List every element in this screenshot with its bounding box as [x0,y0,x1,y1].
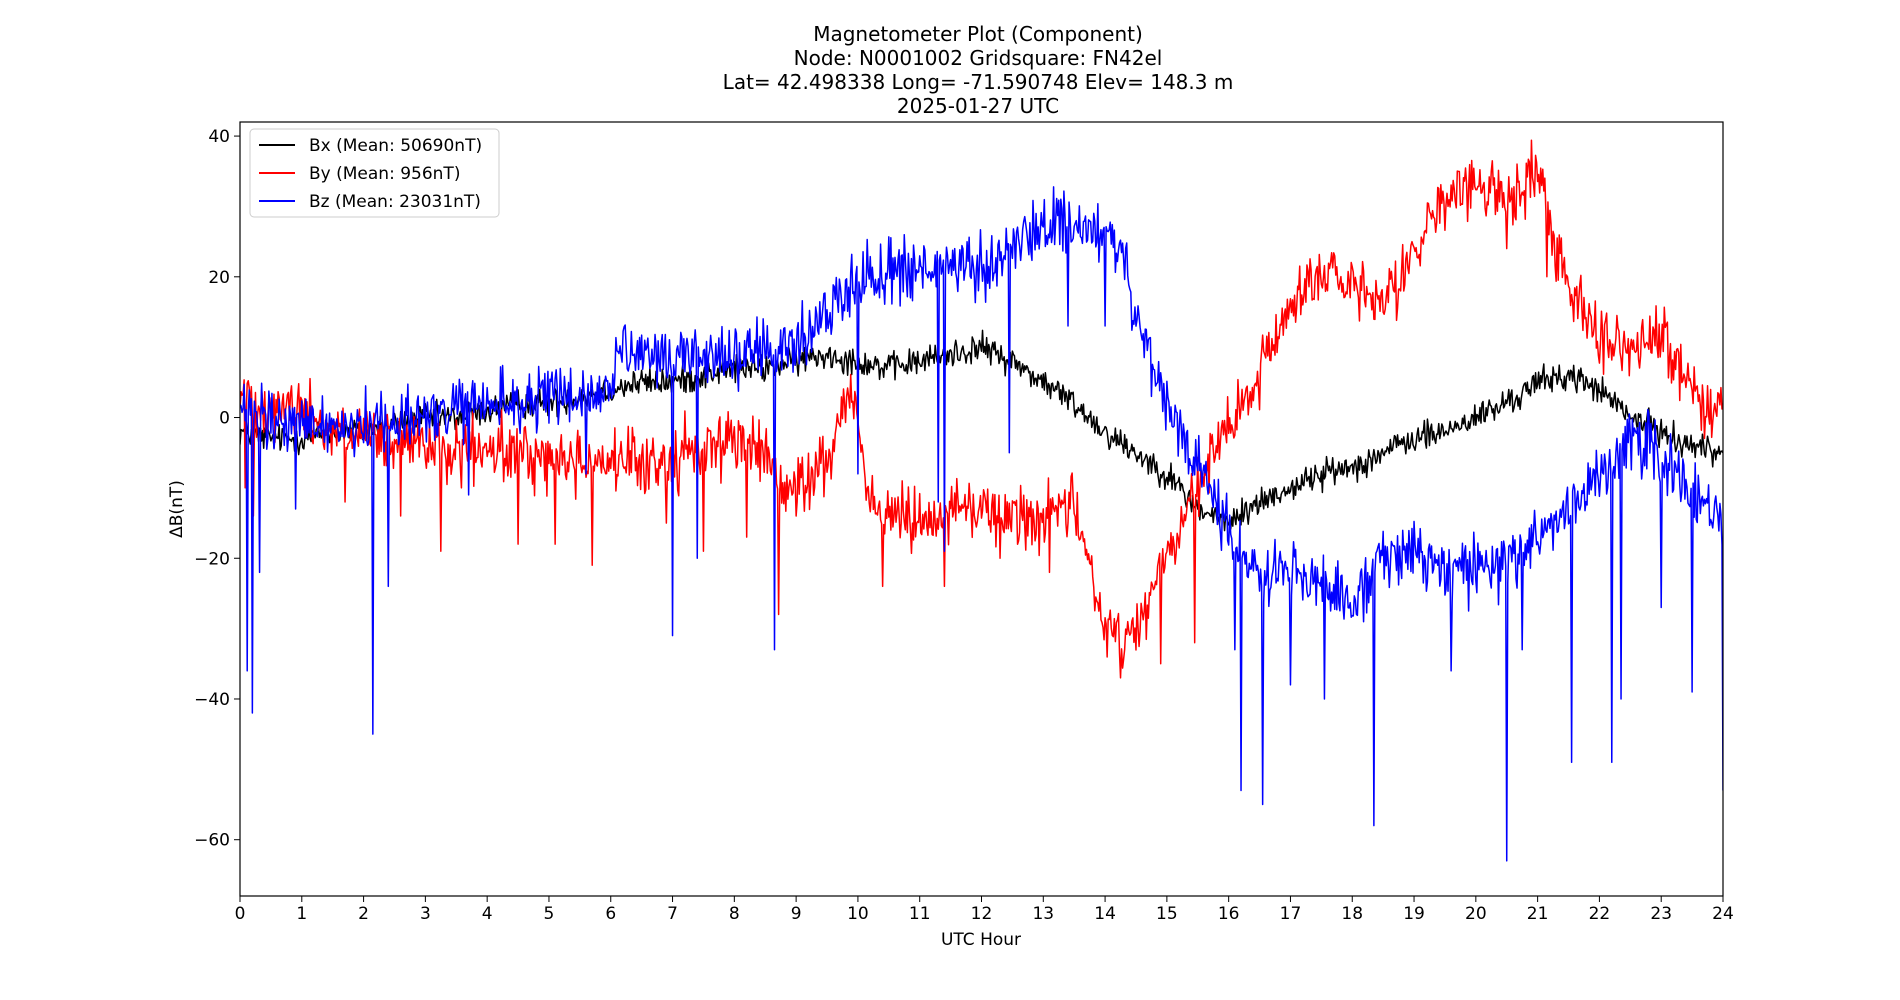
y-tick-label: −20 [194,549,230,569]
plot-frame [239,121,1724,897]
x-tick-label: 3 [420,904,431,924]
x-tick-label: 7 [667,904,678,924]
x-axis-ticks: 0 1 2 3 4 5 6 7 8 9 10 11 12 13 14 15 16 17 18 19 20 21 22 23 24 [235,896,1734,924]
series-line-2 [240,186,1723,862]
x-tick-label: 16 [1218,904,1240,924]
x-tick-label: 11 [909,904,931,924]
y-axis-ticks: 40 20 0 −20 −40 −60 [194,127,240,851]
x-tick-label: 19 [1403,904,1425,924]
x-tick-label: 8 [729,904,740,924]
x-tick-label: 20 [1465,904,1487,924]
y-tick-label: 0 [219,409,230,429]
x-tick-label: 0 [235,904,246,924]
x-tick-label: 21 [1527,904,1549,924]
x-tick-label: 10 [847,904,869,924]
title-line-4: 2025-01-27 UTC [897,94,1059,118]
x-tick-label: 14 [1094,904,1116,924]
series-line-0 [240,329,1723,532]
series-layer [240,139,1723,862]
x-tick-label: 9 [791,904,802,924]
x-tick-label: 17 [1280,904,1302,924]
x-tick-label: 13 [1032,904,1054,924]
y-tick-label: −60 [194,831,230,851]
x-axis-label: UTC Hour [941,930,1021,950]
x-tick-label: 1 [296,904,307,924]
y-tick-label: 20 [208,268,230,288]
title-line-2: Node: N0001002 Gridsquare: FN42el [794,46,1163,70]
legend-box [249,128,500,218]
title-line-1: Magnetometer Plot (Component) [813,22,1143,46]
y-tick-label: 40 [208,127,230,147]
legend-label: Bz (Mean: 23031nT) [309,192,481,212]
x-tick-label: 2 [358,904,369,924]
x-tick-label: 5 [544,904,555,924]
chart-title: Magnetometer Plot (Component) Node: N000… [723,22,1234,118]
x-tick-label: 15 [1156,904,1178,924]
y-tick-label: −40 [194,690,230,710]
x-tick-label: 12 [971,904,993,924]
legend-label: By (Mean: 956nT) [309,164,460,184]
x-tick-label: 24 [1712,904,1734,924]
x-tick-label: 18 [1341,904,1363,924]
title-line-3: Lat= 42.498338 Long= -71.590748 Elev= 14… [723,70,1234,94]
series-line-1 [240,139,1723,679]
legend-label: Bx (Mean: 50690nT) [309,136,482,156]
x-tick-label: 4 [482,904,493,924]
y-axis-label: ΔB(nT) [167,480,187,538]
legend: Bx (Mean: 50690nT) By (Mean: 956nT) Bz (Me… [249,128,500,218]
x-tick-label: 6 [605,904,616,924]
x-tick-label: 23 [1650,904,1672,924]
x-tick-label: 22 [1589,904,1611,924]
